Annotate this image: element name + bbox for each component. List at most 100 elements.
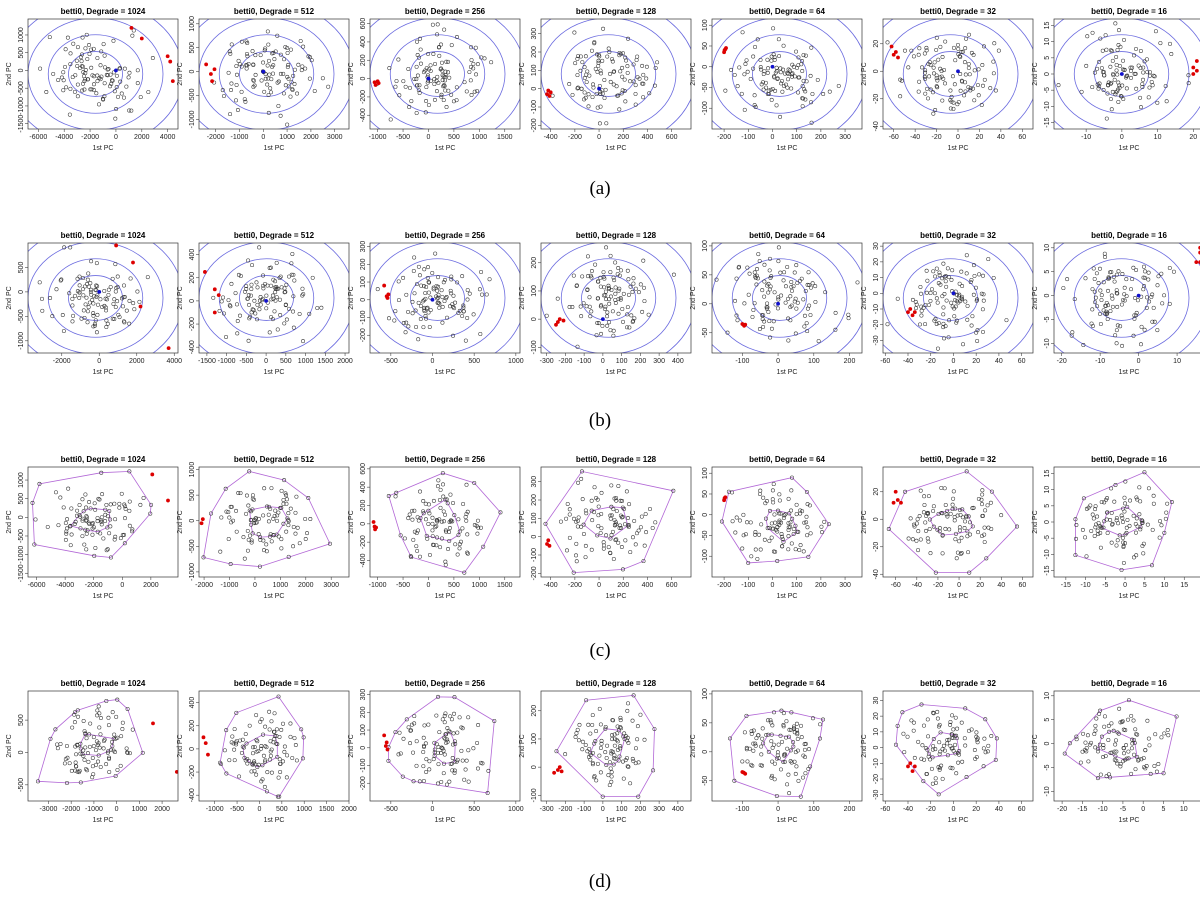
data-point [980, 63, 985, 68]
data-point [1099, 734, 1104, 739]
data-point [1141, 77, 1145, 82]
data-point [898, 94, 903, 99]
data-point [810, 281, 815, 286]
data-point [786, 525, 791, 530]
data-point [249, 769, 254, 774]
data-point [954, 531, 958, 536]
data-point [744, 745, 749, 750]
data-point [1103, 754, 1108, 759]
data-point [1154, 769, 1159, 774]
data-point [948, 511, 953, 516]
data-point [64, 85, 69, 90]
data-point [771, 742, 776, 747]
data-point [937, 740, 942, 745]
outlier-point [557, 317, 562, 322]
data-point [272, 729, 277, 734]
data-point [77, 768, 82, 773]
data-point [916, 548, 921, 553]
data-point [104, 762, 109, 767]
x-tick-label: 100 [808, 806, 820, 813]
data-point [805, 329, 810, 334]
plot-frame [27, 690, 179, 802]
data-point [102, 81, 107, 86]
data-point [603, 726, 608, 731]
y-tick-label: 500 [189, 42, 196, 54]
data-point [424, 769, 429, 774]
data-point [606, 545, 611, 550]
data-point [1123, 728, 1128, 733]
data-point [428, 69, 433, 74]
y-axis-label: 2nd PC [519, 734, 526, 757]
data-point [138, 95, 143, 100]
data-point [1097, 266, 1102, 271]
data-point [631, 759, 636, 764]
data-point [450, 302, 455, 307]
data-point [1113, 483, 1118, 487]
data-point [625, 516, 630, 520]
x-tick-label: 3000 [327, 134, 343, 141]
x-tick-label: -200 [717, 582, 731, 589]
y-tick-label: 200 [360, 500, 367, 512]
data-point [1114, 341, 1119, 346]
data-point [418, 61, 423, 66]
data-point [82, 315, 87, 320]
data-point [263, 282, 268, 286]
data-point [800, 104, 805, 109]
data-point [617, 754, 622, 759]
data-point [1124, 75, 1129, 80]
data-point [916, 89, 921, 94]
data-point [753, 530, 758, 535]
data-point [590, 95, 595, 100]
data-point [773, 70, 778, 75]
plot-area [201, 694, 306, 799]
hull-contour [203, 470, 331, 568]
data-point [281, 721, 285, 726]
data-point [1116, 731, 1121, 736]
data-point [104, 318, 109, 323]
data-point [1061, 286, 1066, 291]
data-point [592, 774, 597, 779]
plot-area [719, 475, 831, 565]
data-point [455, 280, 460, 285]
data-point [774, 756, 779, 761]
y-tick-label: -5 [1044, 87, 1051, 93]
x-axis-label: 1st PC [1118, 817, 1139, 824]
data-point [758, 763, 763, 768]
data-point [766, 309, 771, 314]
data-point [781, 67, 786, 72]
data-point [68, 86, 73, 91]
data-point [263, 724, 268, 729]
y-axis-label: 2nd PC [861, 734, 868, 757]
data-point [1124, 86, 1129, 91]
data-point [255, 285, 260, 290]
data-point [755, 276, 760, 281]
data-point [776, 295, 781, 300]
data-point [1116, 80, 1121, 85]
data-point [450, 768, 455, 773]
data-point [648, 506, 652, 511]
data-point [223, 486, 228, 491]
data-point [93, 287, 98, 292]
data-point [80, 64, 84, 69]
outlier-point [114, 243, 119, 248]
data-point [255, 302, 260, 307]
panel-d-3: betti0, Degrade = 256-500 0 500 1000-200-10… [348, 679, 524, 824]
data-point [937, 75, 942, 80]
data-point [641, 72, 646, 77]
data-point [964, 36, 969, 41]
data-point [436, 478, 441, 483]
data-point [1118, 764, 1123, 769]
data-point [765, 301, 770, 306]
data-point [618, 523, 623, 528]
y-tick-label: -100 [531, 788, 538, 802]
data-point [281, 91, 286, 96]
data-point [1153, 29, 1158, 34]
data-point [1119, 513, 1124, 518]
data-point [1096, 521, 1101, 526]
data-point [770, 87, 775, 91]
data-point [809, 100, 814, 105]
data-point [448, 730, 453, 735]
data-point [424, 533, 429, 538]
data-point [224, 728, 229, 733]
data-point [957, 528, 962, 533]
